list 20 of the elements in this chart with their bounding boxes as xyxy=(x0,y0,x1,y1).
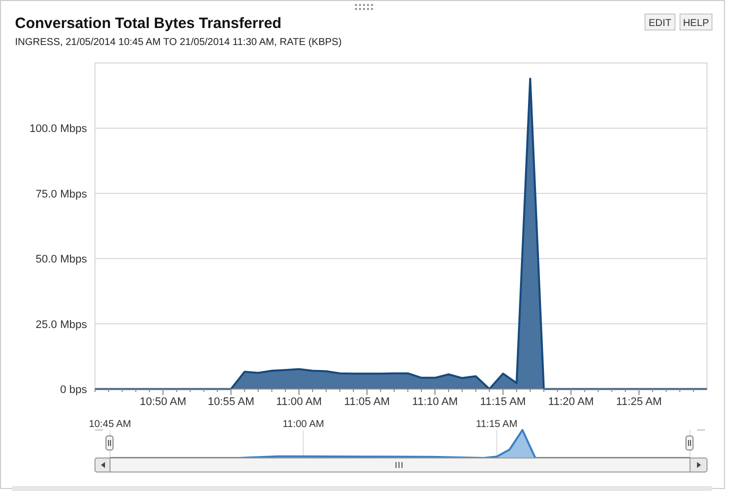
chart-title: Conversation Total Bytes Transferred xyxy=(15,15,282,32)
x-tick-label: 11:15 AM xyxy=(480,396,526,408)
x-tick-label: 11:25 AM xyxy=(616,396,662,408)
text: EDIT xyxy=(648,18,672,29)
y-tick-label: 25.0 Mbps xyxy=(36,318,88,331)
x-tick-label: 10:50 AM xyxy=(140,396,186,408)
y-tick-label: 100.0 Mbps xyxy=(30,123,88,136)
x-tick-label: 11:05 AM xyxy=(344,396,390,408)
y-tick-label: 0 bps xyxy=(60,384,88,396)
x-tick-label: 11:00 AM xyxy=(276,396,322,408)
x-tick-label: 11:10 AM xyxy=(412,396,458,408)
y-tick-label: 50.0 Mbps xyxy=(36,254,88,266)
x-tick-label: 10:45 AM xyxy=(88,419,132,430)
x-tick-label: 11:15 AM xyxy=(476,419,518,430)
x-tick-label: 11:20 AM xyxy=(548,396,594,408)
x-tick-label: 11:00 AM xyxy=(282,419,324,430)
x-tick-label: 10:55 AM xyxy=(208,396,254,408)
y-tick-label: 75.0 Mbps xyxy=(36,188,88,200)
text: HELP xyxy=(682,18,710,29)
chart-subtitle: INGRESS, 21/05/2014 10:45 AM TO 21/05/2014 11:30 AM, RATE (KBPS) xyxy=(15,37,342,48)
